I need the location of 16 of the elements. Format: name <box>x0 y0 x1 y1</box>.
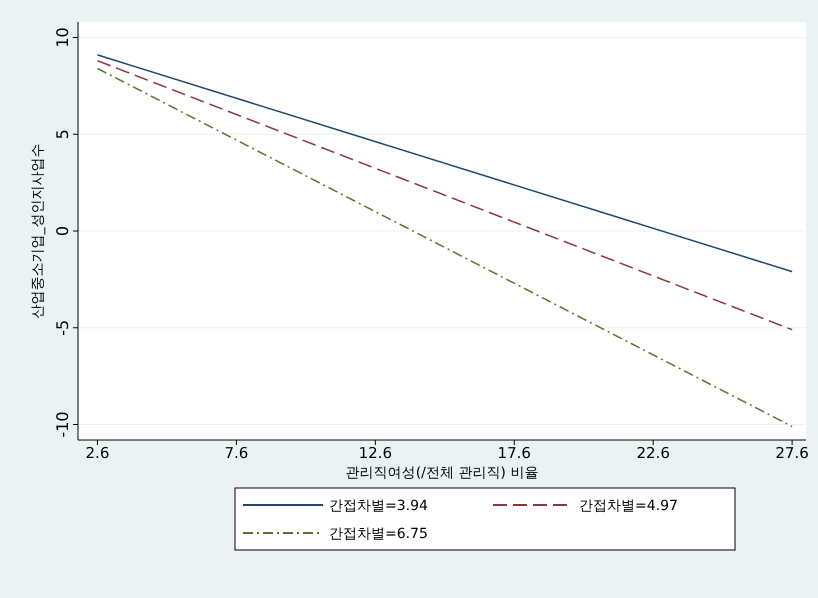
y-tick-label: 0 <box>53 226 72 236</box>
x-tick-label: 17.6 <box>498 444 531 462</box>
legend-label: 간접차별=3.94 <box>329 498 428 514</box>
x-axis-title: 관리직여성(/전체 관리직) 비율 <box>346 465 538 481</box>
y-tick-label: 10 <box>53 27 72 48</box>
x-tick-label: 7.6 <box>224 444 248 462</box>
x-tick-label: 27.6 <box>775 444 809 462</box>
x-tick-label: 2.6 <box>86 444 110 462</box>
y-tick-label: -5 <box>53 320 72 336</box>
y-tick-label: 5 <box>53 129 72 140</box>
legend-label: 간접차별=4.97 <box>579 498 678 514</box>
x-tick-label: 12.6 <box>358 444 392 462</box>
y-axis-title: 산업중소기업_성인지사업수 <box>30 144 46 318</box>
legend-label: 간접차별=6.75 <box>329 526 428 542</box>
x-tick-label: 22.6 <box>636 444 670 462</box>
y-tick-label: -10 <box>53 411 72 438</box>
